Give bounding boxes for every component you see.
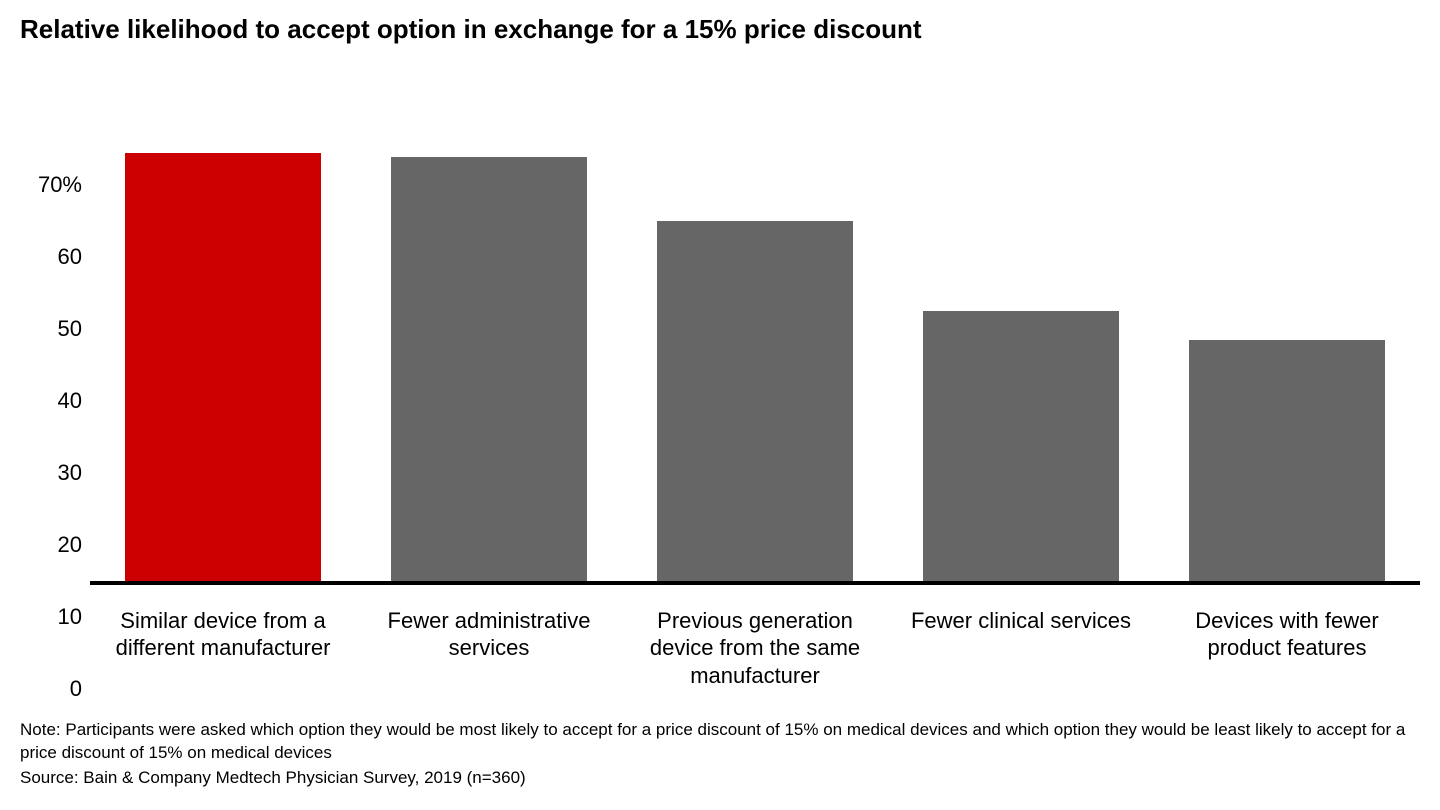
- y-tick: 60: [58, 244, 82, 270]
- bar-slot: [1154, 81, 1420, 585]
- footer-note: Note: Participants were asked which opti…: [20, 719, 1420, 765]
- bar-slot: [90, 81, 356, 585]
- bar: [125, 153, 322, 585]
- chart-area: 010203040506070% Similar device from a d…: [20, 81, 1420, 689]
- y-tick: 70%: [38, 172, 82, 198]
- bar: [391, 157, 588, 585]
- y-tick: 10: [58, 604, 82, 630]
- x-axis-line: [90, 581, 1420, 585]
- x-label: Previous generation device from the same…: [622, 607, 888, 690]
- plot-wrap: Similar device from a different manufact…: [90, 81, 1420, 689]
- y-tick: 20: [58, 532, 82, 558]
- bar: [657, 221, 854, 584]
- y-axis: 010203040506070%: [20, 81, 90, 689]
- footer-source: Source: Bain & Company Medtech Physician…: [20, 767, 1420, 790]
- bar: [1189, 340, 1386, 585]
- x-label: Fewer administrative services: [356, 607, 622, 690]
- y-tick: 50: [58, 316, 82, 342]
- bar-slot: [356, 81, 622, 585]
- bars-group: [90, 81, 1420, 585]
- y-tick: 0: [70, 676, 82, 702]
- chart-title: Relative likelihood to accept option in …: [20, 14, 1420, 45]
- y-tick: 30: [58, 460, 82, 486]
- x-label: Fewer clinical services: [888, 607, 1154, 690]
- y-tick: 40: [58, 388, 82, 414]
- bar: [923, 311, 1120, 584]
- plot: [90, 81, 1420, 585]
- x-axis: Similar device from a different manufact…: [90, 585, 1420, 690]
- bar-slot: [622, 81, 888, 585]
- chart-footer: Note: Participants were asked which opti…: [20, 719, 1420, 790]
- x-label: Similar device from a different manufact…: [90, 607, 356, 690]
- bar-slot: [888, 81, 1154, 585]
- chart-container: Relative likelihood to accept option in …: [0, 0, 1440, 810]
- x-label: Devices with fewer product features: [1154, 607, 1420, 690]
